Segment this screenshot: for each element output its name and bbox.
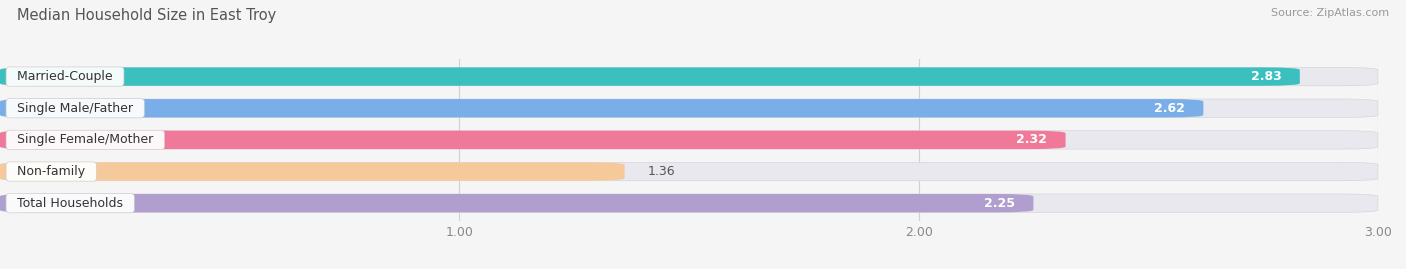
Text: Total Households: Total Households: [10, 197, 131, 210]
FancyBboxPatch shape: [0, 131, 1378, 149]
FancyBboxPatch shape: [0, 194, 1378, 212]
Text: 2.25: 2.25: [984, 197, 1015, 210]
FancyBboxPatch shape: [0, 99, 1378, 117]
Text: Married-Couple: Married-Couple: [10, 70, 121, 83]
Text: 2.83: 2.83: [1251, 70, 1281, 83]
Text: 2.62: 2.62: [1154, 102, 1185, 115]
Text: Non-family: Non-family: [10, 165, 93, 178]
FancyBboxPatch shape: [0, 68, 1299, 86]
FancyBboxPatch shape: [0, 162, 1378, 181]
Text: 2.32: 2.32: [1017, 133, 1047, 146]
Text: Single Male/Father: Single Male/Father: [10, 102, 141, 115]
FancyBboxPatch shape: [0, 68, 1378, 86]
FancyBboxPatch shape: [0, 99, 1204, 117]
Text: Source: ZipAtlas.com: Source: ZipAtlas.com: [1271, 8, 1389, 18]
Text: 1.36: 1.36: [648, 165, 675, 178]
FancyBboxPatch shape: [0, 162, 624, 181]
FancyBboxPatch shape: [0, 131, 1066, 149]
Text: Median Household Size in East Troy: Median Household Size in East Troy: [17, 8, 276, 23]
Text: Single Female/Mother: Single Female/Mother: [10, 133, 162, 146]
FancyBboxPatch shape: [0, 194, 1033, 212]
